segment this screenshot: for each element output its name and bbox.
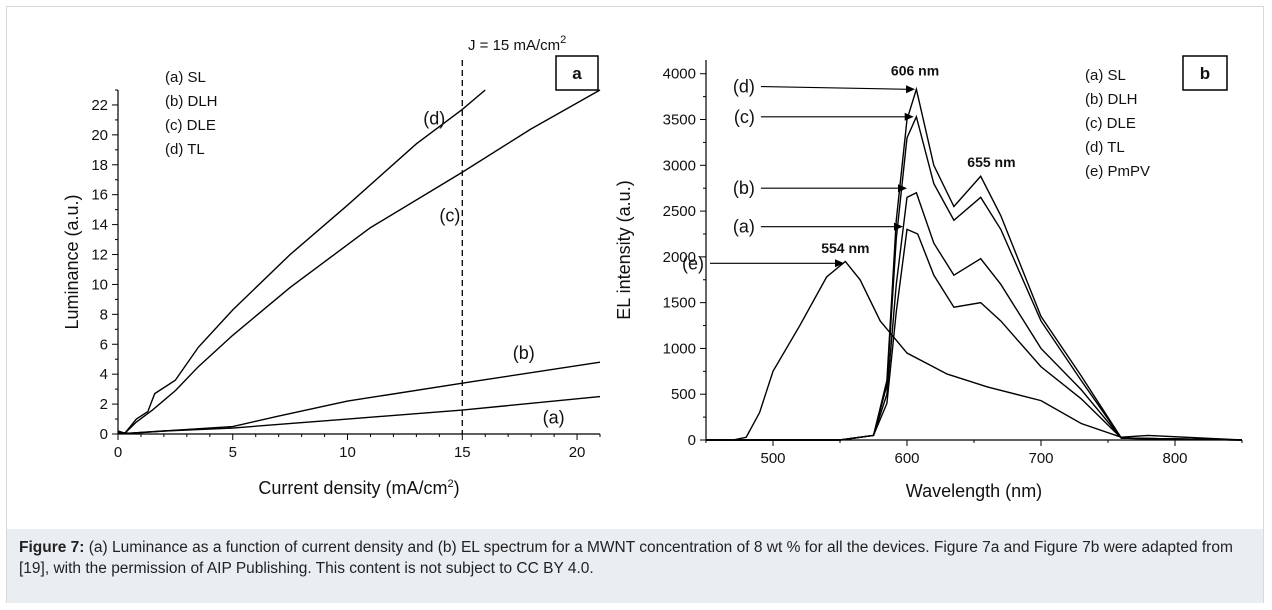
y-tick-label: 16: [91, 187, 108, 204]
series-line: [706, 191, 1243, 441]
arrow-head: [904, 112, 914, 121]
series-line: [706, 260, 1243, 441]
x-tick-label: 10: [339, 444, 356, 461]
legend-entry: (a) SL: [165, 69, 206, 86]
panel-id-box: [1182, 55, 1228, 91]
curve-label: (d): [733, 77, 755, 97]
x-tick-label: 600: [894, 450, 919, 467]
series-line: [117, 395, 601, 434]
y-tick-label: 0: [688, 432, 696, 449]
y-axis-title: Luminance (a.u.): [62, 194, 82, 329]
y-tick-label: 3500: [663, 112, 696, 129]
reference-line-label: J = 15 mA/cm2: [468, 34, 566, 54]
series-line: [117, 89, 486, 435]
legend-entry: (c) DLE: [1085, 115, 1136, 132]
y-tick-label: 2000: [663, 249, 696, 266]
figure-charts: 0 5 10 15 20 0 2 4 6 8 10 12 14 16 18 20 22 Current densi…: [62, 34, 1243, 501]
x-tick-label: 500: [760, 450, 785, 467]
y-tick-label: 1500: [663, 295, 696, 312]
caption-text: (a) Luminance as a function of current d…: [19, 539, 1233, 577]
y-tick-label: 10: [91, 276, 108, 293]
arrow-head: [906, 85, 916, 94]
y-tick-label: 22: [91, 97, 108, 114]
curve-label: (c): [734, 107, 755, 127]
y-tick-label: 2500: [663, 203, 696, 220]
legend-entry: (d) TL: [1085, 139, 1125, 156]
y-tick-label: 4000: [663, 66, 696, 83]
curve-label: (b): [733, 178, 755, 198]
y-tick-label: 500: [671, 386, 696, 403]
legend-entry: (b) DLH: [165, 93, 218, 110]
arrow-head: [893, 222, 903, 231]
y-axis-title: EL intensity (a.u.): [614, 180, 634, 319]
legend-entry: (a) SL: [1085, 67, 1126, 84]
series-line: [117, 89, 601, 435]
x-tick-label: 15: [454, 444, 471, 461]
series-line: [706, 228, 1243, 441]
y-tick-label: 12: [91, 247, 108, 264]
x-tick-label: 0: [114, 444, 122, 461]
peak-label: 606 nm: [891, 63, 939, 79]
series-line: [706, 86, 1243, 441]
figure-frame: [6, 6, 1264, 603]
y-tick-label: 18: [91, 157, 108, 174]
legend-entry: (e) PmPV: [1085, 163, 1150, 180]
x-tick-label: 20: [569, 444, 586, 461]
curve-label: (e): [682, 253, 704, 273]
x-axis-title: Current density (mA/cm2): [258, 478, 459, 498]
legend-entry: (c) DLE: [165, 117, 216, 134]
x-tick-label: 5: [229, 444, 237, 461]
y-tick-label: 3000: [663, 157, 696, 174]
figure-caption: Figure 7: (a) Luminance as a function of…: [7, 529, 1263, 603]
peak-label: 554 nm: [821, 240, 869, 256]
x-axis-title: Wavelength (nm): [906, 481, 1042, 501]
curve-label: (b): [513, 343, 535, 363]
y-tick-label: 1000: [663, 340, 696, 357]
curve-label: (c): [439, 206, 460, 226]
arrow-head: [898, 184, 907, 193]
y-tick-label: 2: [100, 396, 108, 413]
y-tick-label: 0: [100, 426, 108, 443]
chart-panel-b: 500 600 700 800 0 500 1000 1500 2000 2500 3000 3500…: [614, 55, 1243, 501]
caption-figure-label: Figure 7:: [19, 539, 85, 556]
curve-label: (d): [423, 108, 445, 128]
panel-id-label: a: [572, 64, 582, 83]
panel-id-box: [555, 55, 599, 91]
chart-panel-a: 0 5 10 15 20 0 2 4 6 8 10 12 14 16 18 20 22 Current densi…: [62, 34, 601, 498]
legend-entry: (b) DLH: [1085, 91, 1138, 108]
y-tick-label: 6: [100, 336, 108, 353]
series-line: [117, 361, 601, 434]
curve-label-arrow: [760, 86, 909, 90]
legend-entry: (d) TL: [165, 141, 205, 158]
curve-label: (a): [543, 408, 565, 428]
y-tick-label: 8: [100, 306, 108, 323]
arrow-head: [835, 259, 845, 268]
x-tick-label: 700: [1028, 450, 1053, 467]
y-tick-label: 20: [91, 127, 108, 144]
y-tick-label: 4: [100, 366, 108, 383]
peak-label: 655 nm: [967, 154, 1015, 170]
x-tick-label: 800: [1162, 450, 1187, 467]
curve-label: (a): [733, 217, 755, 237]
panel-id-label: b: [1200, 64, 1210, 83]
y-tick-label: 14: [91, 217, 108, 234]
